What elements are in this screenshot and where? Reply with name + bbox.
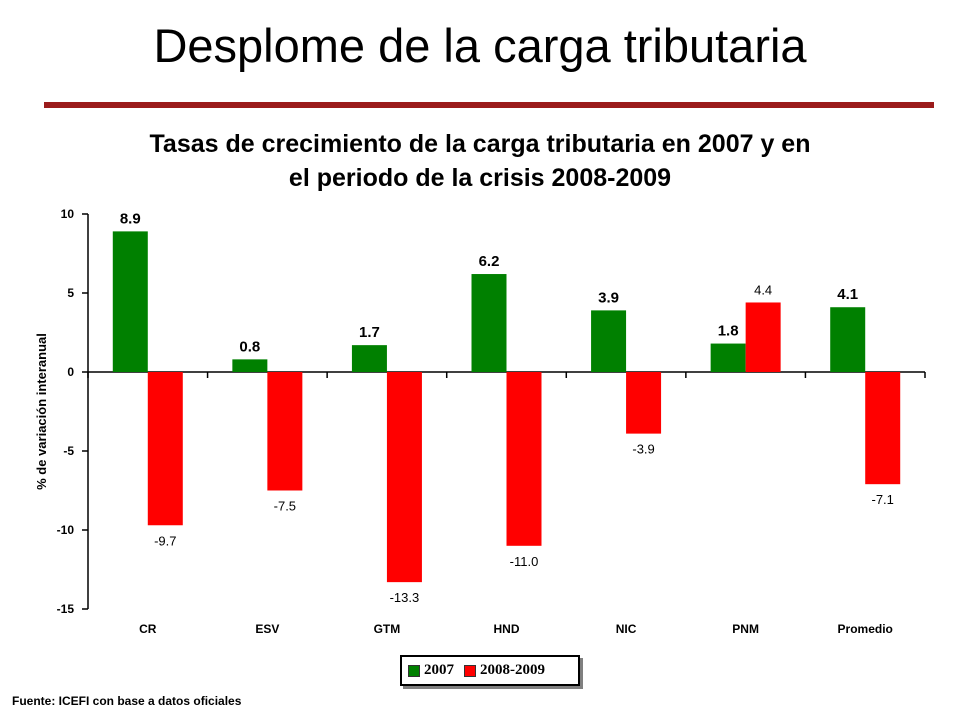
data-label: 3.9 — [598, 289, 619, 306]
x-category-label: PNM — [732, 622, 759, 636]
bar-2008-2009-GTM — [386, 372, 422, 583]
data-label: 4.1 — [837, 286, 858, 303]
slide-title: Desplome de la carga tributaria — [153, 19, 807, 72]
bar-2007-GTM — [351, 345, 387, 372]
bar-2008-2009-Promedio — [865, 372, 901, 485]
x-category-label: CR — [139, 622, 157, 636]
bar-2008-2009-HND — [506, 372, 542, 546]
bar-2007-NIC — [591, 310, 627, 372]
data-label: 4.4 — [754, 282, 772, 297]
data-label: -7.1 — [872, 492, 894, 507]
data-label: 0.8 — [239, 338, 260, 355]
legend-item-2008-2009: 2008-2009 — [464, 662, 545, 679]
x-category-label: GTM — [374, 622, 401, 636]
x-category-label: Promedio — [838, 622, 893, 636]
data-label: -3.9 — [632, 442, 654, 457]
data-label: 8.9 — [120, 210, 141, 227]
legend-label-2008-2009: 2008-2009 — [480, 662, 545, 678]
bar-2008-2009-NIC — [626, 372, 662, 434]
y-tick-label: 10 — [61, 207, 75, 221]
bar-2007-HND — [471, 274, 507, 372]
data-label: -7.5 — [274, 499, 296, 514]
bar-2008-2009-CR — [147, 372, 183, 526]
bar-2007-ESV — [232, 359, 268, 372]
x-category-label: ESV — [255, 622, 279, 636]
y-tick-label: -5 — [63, 444, 74, 458]
y-tick-label: 5 — [67, 286, 74, 300]
legend-swatch-2008-2009 — [464, 664, 476, 677]
source-note: Fuente: ICEFI con base a datos oficiales — [12, 694, 242, 708]
y-axis-label: % de variación interanual — [34, 333, 49, 490]
legend-swatch-2007 — [408, 664, 420, 677]
bar-2008-2009-PNM — [745, 302, 781, 372]
bar-2007-CR — [112, 231, 148, 372]
chart-legend: 2007 2008-2009 — [400, 655, 580, 686]
data-label: -13.3 — [390, 590, 420, 605]
y-tick-label: 0 — [67, 365, 74, 379]
legend-label-2007: 2007 — [424, 662, 454, 678]
data-label: -11.0 — [510, 554, 539, 569]
chart-title-line-2: el periodo de la crisis 2008-2009 — [288, 164, 672, 192]
bar-2007-PNM — [710, 343, 746, 372]
data-label: -9.7 — [154, 533, 176, 548]
x-category-label: NIC — [616, 622, 637, 636]
bar-2007-Promedio — [830, 307, 866, 372]
data-label: 1.8 — [718, 323, 739, 340]
legend-item-2007: 2007 — [408, 662, 454, 679]
y-tick-label: -10 — [57, 523, 75, 537]
title-divider — [44, 102, 934, 108]
data-label: 6.2 — [479, 253, 500, 270]
chart-title-line-1: Tasas de crecimiento de la carga tributa… — [149, 130, 811, 158]
data-label: 1.7 — [359, 324, 380, 341]
x-category-label: HND — [494, 622, 520, 636]
bar-2008-2009-ESV — [267, 372, 303, 491]
y-tick-label: -15 — [57, 602, 75, 616]
